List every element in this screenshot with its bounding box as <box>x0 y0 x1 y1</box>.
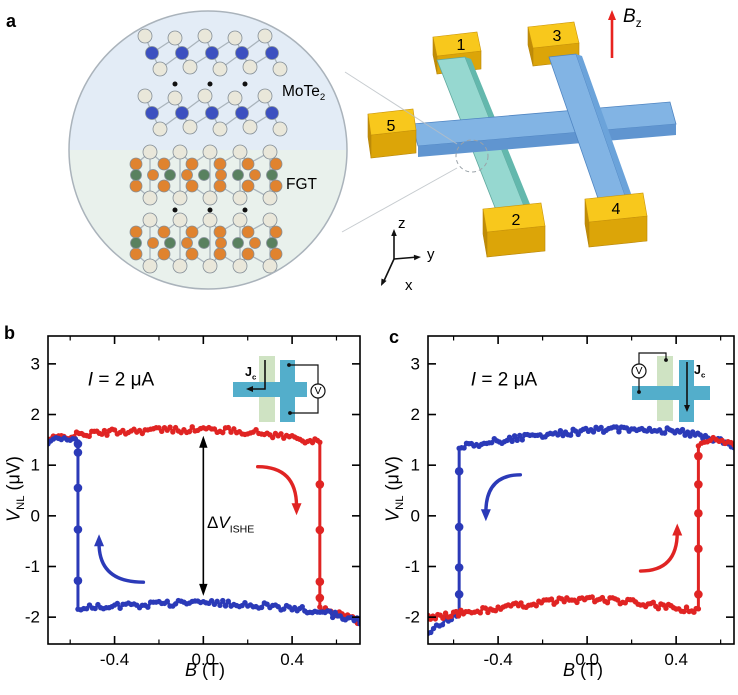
blue-sweep-arrow <box>94 534 146 584</box>
x-tick-label: -0.4 <box>100 650 129 669</box>
jc-label-b: Jc <box>245 365 257 382</box>
y-tick-label: 2 <box>411 405 420 424</box>
contact-label-1: 1 <box>456 37 466 54</box>
blue-sweep-arrow <box>480 473 523 522</box>
blue-curve-sweep-down <box>48 434 360 627</box>
zoom-inset-graphic <box>68 10 348 290</box>
axis-label-x: x <box>405 277 413 294</box>
y-tick-label: -2 <box>405 608 420 627</box>
red-curve-sweep-up <box>428 434 734 622</box>
blue-curve-sweep-down <box>428 424 734 637</box>
contact-label-2: 2 <box>511 212 521 229</box>
jc-label-c: Jc <box>694 363 706 380</box>
current-label-c: I = 2 μA <box>470 369 538 391</box>
x-tick-label: 0.4 <box>664 650 688 669</box>
y-tick-label: 0 <box>411 506 420 525</box>
axis-label-z: z <box>398 215 406 232</box>
contact-label-3: 3 <box>552 28 562 45</box>
measurement-inset-b <box>233 356 326 422</box>
delta-vishe-label: ΔVISHE <box>207 513 255 536</box>
red-sweep-arrow <box>256 464 302 516</box>
panel-label-a: a <box>6 11 17 31</box>
field-label-bz: Bz <box>623 6 642 30</box>
x-tick-label: 0.4 <box>280 650 304 669</box>
device-schematic <box>341 10 677 258</box>
measurement-inset-c <box>631 352 710 422</box>
y-axis-title-c: VNL (μV) <box>382 456 407 522</box>
current-label-b: I = 2 μA <box>87 369 155 391</box>
chart-panel-b: -0.4 0.0 0.4 -2 -1 0 1 2 3 <box>25 335 361 669</box>
y-tick-label: 1 <box>411 456 420 475</box>
y-tick-label: 3 <box>31 354 40 373</box>
red-sweep-arrow <box>638 523 683 573</box>
panel-label-c: c <box>389 327 400 347</box>
contact-label-4: 4 <box>611 201 621 218</box>
y-tick-label: 3 <box>411 354 420 373</box>
x-axis-title-b: B (T) <box>185 660 225 680</box>
x-tick-label: -0.4 <box>483 650 512 669</box>
delta-v-arrow <box>199 435 208 596</box>
contact-label-5: 5 <box>386 118 396 135</box>
voltmeter-label-c: V <box>635 364 643 377</box>
material-label-mote2: MoTe2 <box>282 83 326 104</box>
material-label-fgt: FGT <box>286 176 317 193</box>
voltmeter-label-b: V <box>314 384 322 397</box>
y-tick-label: 2 <box>31 405 40 424</box>
chart-panel-c: -0.4 0.0 0.4 -2 -1 0 1 2 3 <box>405 335 735 669</box>
coordinate-axes <box>381 229 421 286</box>
x-axis-title-c: B (T) <box>563 660 603 680</box>
y-tick-label: -1 <box>25 557 40 576</box>
y-tick-label: 1 <box>31 456 40 475</box>
x-tick-label: 0.0 <box>575 650 599 669</box>
x-tick-label: 0.0 <box>192 650 216 669</box>
panel-label-b: b <box>4 323 15 343</box>
y-axis-title-b: VNL (μV) <box>3 456 28 522</box>
y-tick-label: -2 <box>25 608 40 627</box>
y-tick-label: 0 <box>31 506 40 525</box>
y-tick-label: -1 <box>405 557 420 576</box>
axis-label-y: y <box>427 246 435 263</box>
